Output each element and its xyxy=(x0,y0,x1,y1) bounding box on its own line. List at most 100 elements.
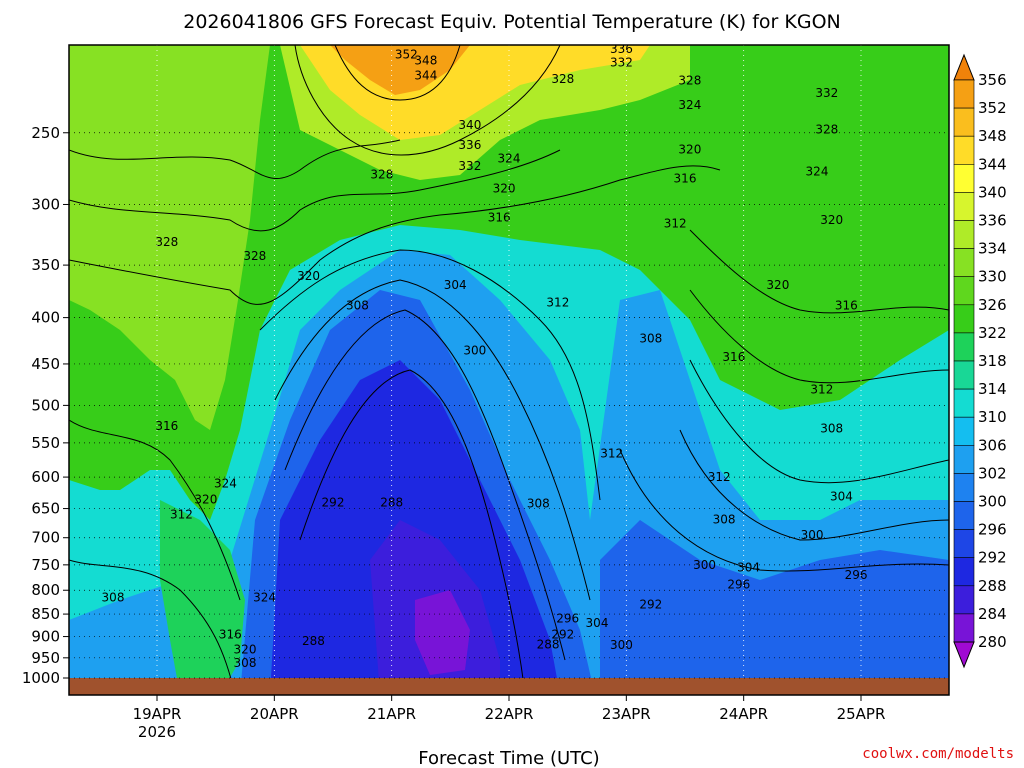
field-band-warm-upper xyxy=(69,45,949,520)
x-tick-label: 25APR xyxy=(837,705,886,723)
colorbar-top-arrow xyxy=(953,53,975,81)
colorbar-bin xyxy=(953,304,975,334)
contour-label: 296 xyxy=(727,577,750,591)
contour-label: 300 xyxy=(801,528,824,542)
contour-line xyxy=(69,419,241,601)
colorbar-bin xyxy=(953,164,975,193)
colorbar-level-label: 284 xyxy=(978,605,1007,623)
contour-label: 316 xyxy=(155,419,178,433)
contour-label: 292 xyxy=(639,598,662,612)
contour-label: 336 xyxy=(458,138,481,152)
x-tick-label: 22APR xyxy=(485,705,534,723)
x-tick-label: 24APR xyxy=(719,705,768,723)
grid xyxy=(69,45,949,679)
contour-label: 308 xyxy=(234,656,257,670)
y-tick-label: 500 xyxy=(31,396,60,414)
field-band-cold-right xyxy=(600,520,949,695)
colorbar-bin xyxy=(953,613,975,643)
colorbar-level-label: 318 xyxy=(978,352,1007,370)
contour-label: 288 xyxy=(302,634,325,648)
contour-label: 352 xyxy=(395,48,418,62)
contour-label: 292 xyxy=(322,495,345,509)
colorbar-level-label: 352 xyxy=(978,99,1007,117)
colorbar-level-label: 300 xyxy=(978,493,1007,511)
contour-line xyxy=(334,45,461,101)
contour-label: 328 xyxy=(815,123,838,137)
chart-title: 2026041806 GFS Forecast Equiv. Potential… xyxy=(183,11,841,33)
colorbar-bin xyxy=(953,276,975,306)
colorbar-level-label: 336 xyxy=(978,212,1007,230)
colorbar-level-label: 326 xyxy=(978,296,1007,314)
x-axis-label: Forecast Time (UTC) xyxy=(418,748,599,768)
y-tick-label: 250 xyxy=(31,124,60,142)
contour-label: 288 xyxy=(537,637,560,651)
colorbar-bin xyxy=(953,79,975,109)
contour-label: 300 xyxy=(610,638,633,652)
contour-label: 312 xyxy=(810,382,833,396)
y-tick-label: 400 xyxy=(31,309,60,327)
contour-line xyxy=(679,429,949,541)
contour-label: 308 xyxy=(820,421,843,435)
colorbar-level-label: 296 xyxy=(978,521,1007,539)
contour-label: 308 xyxy=(102,591,125,605)
colorbar-bin xyxy=(953,529,975,558)
y-tick-label: 700 xyxy=(31,529,60,547)
contour-label: 324 xyxy=(498,152,521,166)
contour-line xyxy=(689,229,949,314)
contour-line xyxy=(259,249,601,501)
contour-label: 320 xyxy=(234,642,257,656)
y-tick-label: 600 xyxy=(31,468,60,486)
contour-line xyxy=(69,149,561,232)
contour-label: 296 xyxy=(845,568,868,582)
colorbar-level-label: 292 xyxy=(978,549,1007,567)
contour-label: 320 xyxy=(194,492,217,506)
contour-label: 328 xyxy=(243,249,266,263)
contour-label: 308 xyxy=(346,299,369,313)
contour-label: 288 xyxy=(380,495,403,509)
colorbar-level-label: 288 xyxy=(978,577,1007,595)
contour-label: 300 xyxy=(463,344,486,358)
contour-line xyxy=(294,45,561,156)
y-tick-label: 800 xyxy=(31,581,60,599)
colorbar-bin xyxy=(953,473,975,502)
y-tick-label: 900 xyxy=(31,628,60,646)
credit-text[interactable]: coolwx.com/modelts xyxy=(862,746,1014,762)
contour-label: 320 xyxy=(766,278,789,292)
contour-label: 308 xyxy=(713,512,736,526)
y-tick-label: 750 xyxy=(31,556,60,574)
colorbar-bin xyxy=(953,192,975,221)
contour-label: 316 xyxy=(835,299,858,313)
colorbar-level-label: 302 xyxy=(978,464,1007,482)
field-band-warm-lower-left xyxy=(160,500,245,695)
contour-line xyxy=(689,359,949,484)
colorbar-bin xyxy=(953,388,975,418)
contour-line xyxy=(69,139,401,180)
colorbar-bin xyxy=(953,557,975,587)
colorbar-bin xyxy=(953,501,975,530)
field-band-hottest xyxy=(330,45,470,95)
x-tick-sublabel: 2026 xyxy=(138,723,176,741)
contour-label: 296 xyxy=(556,612,579,626)
y-tick-label: 650 xyxy=(31,500,60,518)
contour-label: 324 xyxy=(214,477,237,491)
contour-label: 312 xyxy=(546,296,569,310)
colorbar-level-label: 330 xyxy=(978,268,1007,286)
y-tick-label: 950 xyxy=(31,649,60,667)
contour-label: 324 xyxy=(253,591,276,605)
colorbar-level-label: 310 xyxy=(978,408,1007,426)
colorbar-bottom-arrow xyxy=(953,641,975,669)
x-tick-label: 23APR xyxy=(602,705,651,723)
ground-strip xyxy=(69,678,949,695)
y-tick-label: 450 xyxy=(31,355,60,373)
contour-label: 328 xyxy=(370,168,393,182)
colorbar-bin xyxy=(953,220,975,249)
colorbar-bin xyxy=(953,360,975,390)
contour-line xyxy=(689,289,949,384)
y-tick-label: 1000 xyxy=(22,669,60,687)
contour-label: 332 xyxy=(458,159,481,173)
contour-label: 344 xyxy=(414,68,437,82)
x-tick-label: 19APR xyxy=(133,705,182,723)
colorbar-bin xyxy=(953,332,975,362)
